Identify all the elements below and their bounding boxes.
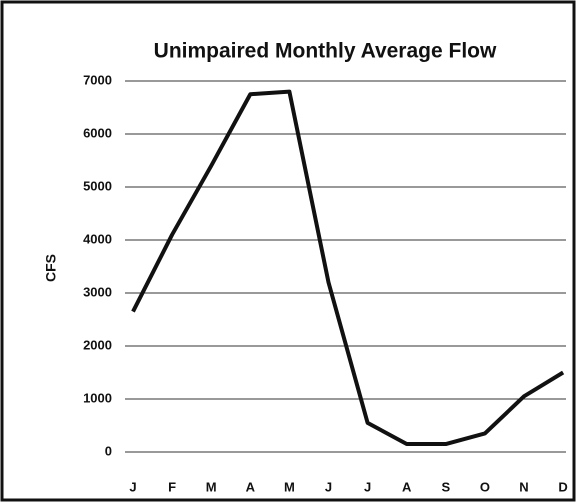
y-tick-label: 2000 [83,337,112,352]
y-tick-label: 3000 [83,284,112,299]
x-tick-label: J [129,479,136,494]
x-tick-label: M [284,479,295,494]
y-tick-label: 6000 [83,125,112,140]
x-tick-label: M [206,479,217,494]
x-tick-label: N [519,479,528,494]
y-tick-label: 5000 [83,178,112,193]
x-tick-label: D [558,479,567,494]
y-tick-label: 7000 [83,72,112,87]
y-axis-label: CFS [43,254,59,282]
x-tick-label: A [402,479,412,494]
x-tick-label: F [168,479,176,494]
x-tick-label: J [325,479,332,494]
y-tick-label: 4000 [83,231,112,246]
data-line [131,89,565,447]
x-tick-label: J [364,479,371,494]
x-tick-label: S [441,479,450,494]
y-tick-label: 0 [105,443,112,458]
x-tick-label: A [246,479,256,494]
x-tick-label: O [480,479,490,494]
chart-title: Unimpaired Monthly Average Flow [154,40,497,63]
y-tick-label: 1000 [83,390,112,405]
